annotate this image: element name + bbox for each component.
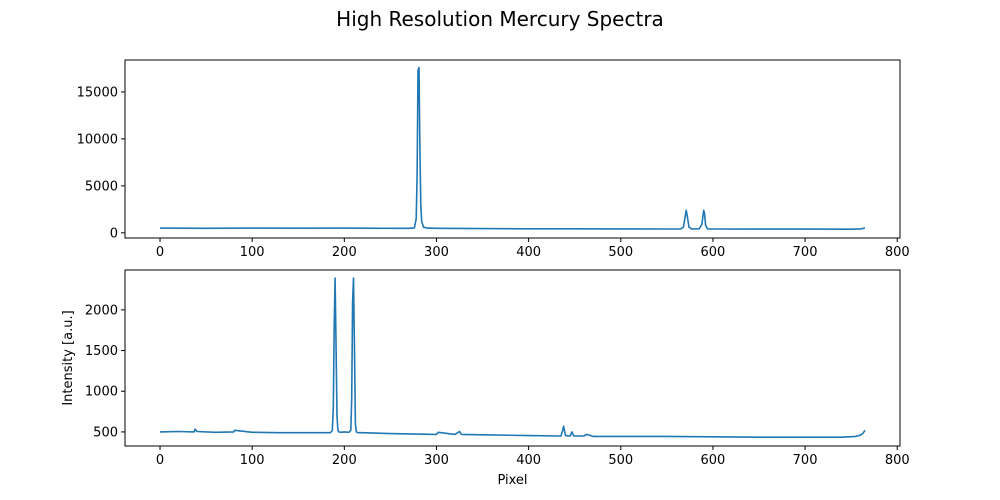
bottom-x-tick-label: 200	[332, 453, 357, 468]
bottom-y-tick-label: 1000	[85, 385, 118, 400]
bottom-x-tick-label: 800	[885, 453, 910, 468]
bottom-x-tick-label: 100	[240, 453, 265, 468]
bottom-x-tick-label: 300	[424, 453, 449, 468]
top-y-tick-label: 10000	[77, 132, 118, 147]
top-y-tick-label: 0	[110, 226, 118, 241]
top-x-tick-label: 700	[793, 245, 818, 260]
bottom-y-tick-label: 1500	[85, 344, 118, 359]
bottom-x-tick-label: 0	[156, 453, 164, 468]
top-x-tick-label: 500	[608, 245, 633, 260]
bottom-x-axis-label: Pixel	[497, 473, 527, 488]
top-x-tick-label: 400	[516, 245, 541, 260]
bottom-spectrum-line-0	[159, 277, 866, 439]
top-y-tick-label: 15000	[77, 85, 118, 100]
top-x-tick-label: 100	[240, 245, 265, 260]
bottom-y-tick-label: 2000	[85, 303, 118, 318]
top-spectrum-axes: 0 100 200 300 400 500 600 700 800 0 5000 10000 15000	[77, 59, 910, 260]
bottom-spectrum-axes: 0 100 200 300 400 500 600 700 800 500 1000 1500 2000…	[61, 269, 910, 488]
bottom-axes-frame	[124, 269, 901, 447]
top-axes-frame	[124, 59, 901, 239]
top-x-tick-label: 200	[332, 245, 357, 260]
top-x-tick-label: 600	[701, 245, 726, 260]
bottom-y-tick-label: 500	[93, 425, 118, 440]
bottom-x-tick-label: 500	[608, 453, 633, 468]
bottom-y-axis-label: Intensity [a.u.]	[61, 310, 76, 405]
figure-title: High Resolution Mercury Spectra	[336, 7, 664, 31]
top-x-tick-label: 300	[424, 245, 449, 260]
bottom-x-tick-label: 400	[516, 453, 541, 468]
bottom-x-tick-label: 600	[701, 453, 726, 468]
bottom-x-tick-label: 700	[793, 453, 818, 468]
top-x-tick-label: 0	[156, 245, 164, 260]
top-x-tick-label: 800	[885, 245, 910, 260]
top-y-tick-label: 5000	[85, 179, 118, 194]
top-spectrum-line-0	[159, 66, 866, 230]
